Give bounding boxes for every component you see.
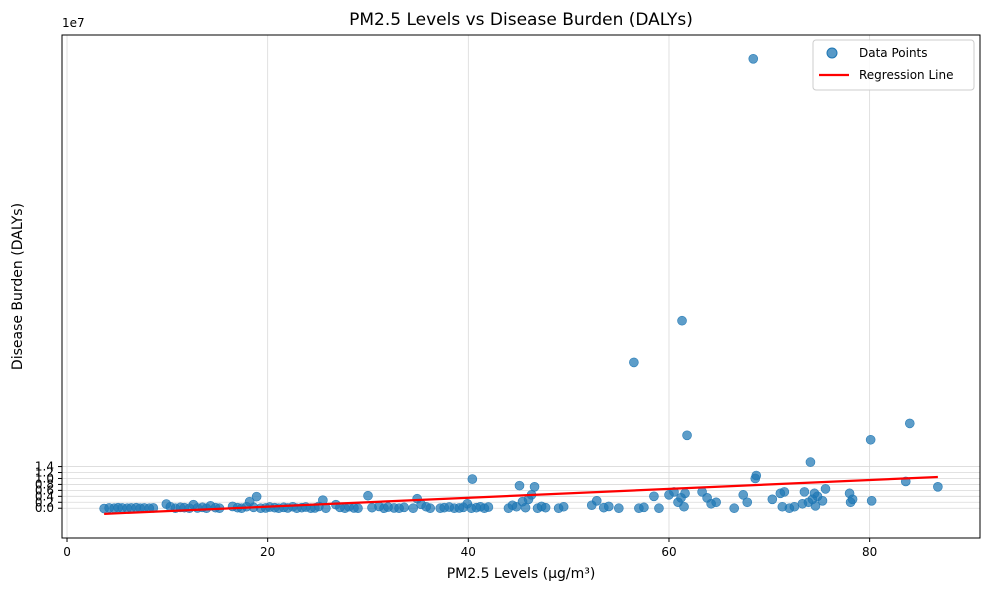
data-point <box>639 502 649 513</box>
data-point <box>679 501 689 512</box>
data-point <box>363 490 373 501</box>
data-point <box>805 457 816 467</box>
data-point <box>514 480 525 491</box>
data-point <box>729 503 739 514</box>
legend-box <box>812 39 975 91</box>
data-point <box>540 502 551 513</box>
data-point <box>845 497 856 508</box>
data-point <box>738 490 749 500</box>
data-point <box>866 495 877 506</box>
y-tick-label: 0.2 <box>35 495 54 509</box>
data-point <box>677 315 687 326</box>
x-axis-label: PM2.5 Levels (µg/m³) <box>447 566 596 582</box>
data-point <box>779 487 790 497</box>
data-point <box>649 491 659 502</box>
data-point <box>789 501 800 512</box>
y-tick-label: 1.2 <box>35 466 54 480</box>
y-axis-label: Disease Burden (DALYs) <box>10 203 26 370</box>
data-point <box>751 470 762 481</box>
x-tick-label: 80 <box>862 545 877 559</box>
data-point <box>425 503 436 514</box>
axis-ticks: 0 20 40 60 80 0.00.20.40.60.81.01.21.4 <box>35 460 877 559</box>
data-point <box>810 501 821 511</box>
data-point <box>629 357 639 368</box>
y-axis-offset-text: 1e7 <box>62 16 85 30</box>
data-point <box>614 503 624 514</box>
data-point <box>467 474 478 484</box>
legend-marker-data-points <box>826 47 838 59</box>
data-point <box>483 502 494 512</box>
data-point <box>680 488 690 499</box>
data-point <box>817 495 828 506</box>
legend-label-regression-line: Regression Line <box>859 68 953 82</box>
y-tick-label: 1.0 <box>35 471 54 485</box>
data-point <box>520 502 531 513</box>
x-tick-label: 40 <box>461 545 476 559</box>
y-tick-label: 0.0 <box>35 501 54 515</box>
data-point <box>251 491 262 502</box>
data-point <box>748 54 759 64</box>
plot-frame <box>61 34 981 539</box>
x-tick-label: 20 <box>260 545 275 559</box>
data-point <box>767 494 778 505</box>
data-point <box>933 482 943 492</box>
y-tick-label: 0.4 <box>35 489 54 503</box>
data-point <box>603 501 614 512</box>
x-tick-label: 0 <box>63 545 71 559</box>
data-point <box>711 497 721 508</box>
data-point <box>399 502 409 513</box>
y-tick-label: 1.4 <box>35 460 54 474</box>
legend: Data Points Regression Line <box>812 39 975 91</box>
y-tick-label: 0.8 <box>35 477 54 491</box>
data-point <box>865 434 876 445</box>
data-point <box>742 497 753 508</box>
data-point <box>904 418 915 429</box>
regression-line <box>104 475 938 515</box>
data-point <box>558 501 569 512</box>
data-layer <box>99 54 943 515</box>
data-point <box>820 484 831 494</box>
data-point <box>529 482 540 492</box>
y-tick-label: 0.6 <box>35 483 54 497</box>
data-point <box>353 503 363 514</box>
data-point <box>591 495 602 506</box>
legend-label-data-points: Data Points <box>859 46 928 60</box>
chart-title: PM2.5 Levels vs Disease Burden (DALYs) <box>349 10 693 30</box>
data-point <box>799 487 810 497</box>
data-point <box>654 503 664 514</box>
data-point <box>682 430 692 441</box>
x-tick-label: 60 <box>661 545 676 559</box>
data-point <box>408 503 418 514</box>
